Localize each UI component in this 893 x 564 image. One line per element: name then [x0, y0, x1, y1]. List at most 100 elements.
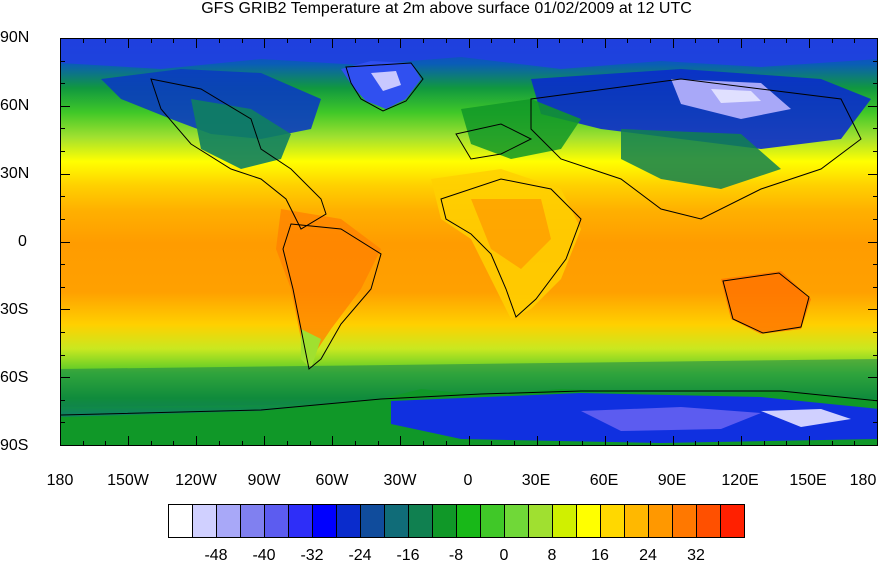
x-tick [423, 441, 424, 446]
x-tick [537, 436, 538, 446]
colorbar-swatch [360, 504, 385, 538]
x-tick [332, 436, 333, 446]
x-tick [173, 38, 174, 43]
colorbar-label: 8 [547, 547, 557, 564]
x-tick [718, 441, 719, 446]
x-tick [605, 38, 606, 48]
lat-label-60s: 60S [0, 369, 29, 386]
y-tick [60, 400, 65, 401]
x-tick [741, 436, 742, 446]
colorbar-label: 0 [499, 547, 509, 564]
colorbar-swatch [288, 504, 313, 538]
colorbar-swatch [264, 504, 289, 538]
x-tick [310, 38, 311, 43]
x-tick [764, 441, 765, 446]
x-tick [514, 38, 515, 43]
lat-label-90n: 90N [0, 29, 30, 46]
x-tick [446, 38, 447, 43]
x-tick [469, 436, 470, 446]
y-tick [873, 264, 878, 265]
x-tick [854, 441, 855, 446]
x-tick [242, 38, 243, 43]
x-tick [832, 441, 833, 446]
x-tick [242, 441, 243, 446]
x-tick [718, 38, 719, 43]
colorbar-swatch [552, 504, 577, 538]
colorbar-swatch [456, 504, 481, 538]
x-tick [60, 38, 61, 48]
y-tick [868, 377, 878, 378]
map-canvas [61, 39, 877, 445]
y-tick [873, 332, 878, 333]
x-tick [809, 38, 810, 48]
colorbar-swatch [528, 504, 553, 538]
y-tick [60, 309, 70, 310]
x-tick [582, 441, 583, 446]
colorbar-swatch [384, 504, 409, 538]
x-tick [491, 441, 492, 446]
y-tick [868, 309, 878, 310]
colorbar [168, 504, 745, 538]
y-tick [60, 332, 65, 333]
x-tick [786, 38, 787, 43]
colorbar-swatch [336, 504, 361, 538]
lon-label-150w: 150W [107, 472, 149, 489]
x-tick [310, 441, 311, 446]
x-tick [650, 441, 651, 446]
x-tick [809, 436, 810, 446]
y-tick [873, 128, 878, 129]
x-tick [741, 38, 742, 48]
colorbar-label: -40 [252, 547, 276, 564]
x-tick [673, 38, 674, 48]
x-tick [537, 38, 538, 48]
y-tick [60, 83, 65, 84]
colorbar-swatch [648, 504, 673, 538]
lon-label-90w: 90W [247, 472, 281, 489]
x-tick [105, 38, 106, 43]
x-tick [83, 441, 84, 446]
colorbar-swatch [600, 504, 625, 538]
x-tick [491, 38, 492, 43]
x-tick [877, 436, 878, 446]
y-tick [873, 196, 878, 197]
x-tick [173, 441, 174, 446]
y-tick [60, 128, 65, 129]
y-tick [868, 242, 878, 243]
colorbar-swatch [576, 504, 601, 538]
x-tick [287, 38, 288, 43]
x-tick [355, 441, 356, 446]
y-tick [60, 151, 65, 152]
colorbar-label: 24 [639, 547, 657, 564]
colorbar-swatch [192, 504, 217, 538]
colorbar-swatch [216, 504, 241, 538]
x-tick [332, 38, 333, 48]
y-tick [60, 174, 70, 175]
colorbar-swatch [168, 504, 193, 538]
colorbar-label: 32 [687, 547, 705, 564]
x-tick [764, 38, 765, 43]
lat-label-60n: 60N [0, 97, 30, 114]
x-tick [559, 441, 560, 446]
lon-label-120w: 120W [175, 472, 217, 489]
x-tick [151, 441, 152, 446]
y-tick [60, 196, 65, 197]
x-tick [514, 441, 515, 446]
colorbar-swatch [672, 504, 697, 538]
lon-label-60e: 60E [589, 472, 619, 489]
y-tick [60, 355, 65, 356]
x-tick [854, 38, 855, 43]
x-tick [786, 441, 787, 446]
x-tick [877, 38, 878, 48]
colorbar-swatch [480, 504, 505, 538]
x-tick [378, 38, 379, 43]
x-tick [627, 441, 628, 446]
y-tick [868, 38, 878, 39]
temperature-map [60, 38, 878, 446]
x-tick [355, 38, 356, 43]
x-tick [400, 38, 401, 48]
x-tick [627, 38, 628, 43]
colorbar-swatch [624, 504, 649, 538]
plot-title: GFS GRIB2 Temperature at 2m above surfac… [201, 0, 692, 17]
colorbar-label: -16 [396, 547, 420, 564]
colorbar-label: -24 [348, 547, 372, 564]
